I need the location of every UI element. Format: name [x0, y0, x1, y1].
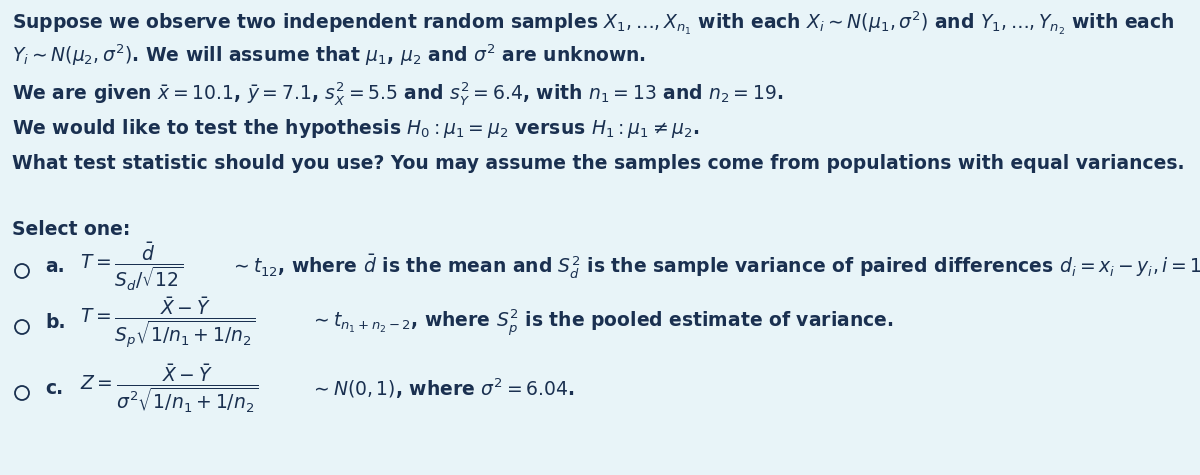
Text: We would like to test the hypothesis $H_0 : \mu_1 = \mu_2$ versus $H_1 : \mu_1 \: We would like to test the hypothesis $H_… [12, 117, 700, 140]
Text: $\sim N(0, 1)$, where $\sigma^2 = 6.04$.: $\sim N(0, 1)$, where $\sigma^2 = 6.04$. [310, 377, 575, 401]
Text: $T = \dfrac{\bar{X}-\bar{Y}}{S_p\sqrt{1/n_1+1/n_2}}$: $T = \dfrac{\bar{X}-\bar{Y}}{S_p\sqrt{1/… [80, 295, 256, 351]
Text: $\sim t_{n_1+n_2-2}$, where $S_p^2$ is the pooled estimate of variance.: $\sim t_{n_1+n_2-2}$, where $S_p^2$ is t… [310, 308, 894, 338]
Text: $Y_i \sim N(\mu_2, \sigma^2)$. We will assume that $\mu_1$, $\mu_2$ and $\sigma^: $Y_i \sim N(\mu_2, \sigma^2)$. We will a… [12, 43, 646, 68]
Text: b.: b. [46, 314, 66, 332]
Text: What test statistic should you use? You may assume the samples come from populat: What test statistic should you use? You … [12, 154, 1184, 173]
Text: Suppose we observe two independent random samples $X_1, \ldots, X_{n_1}$ with ea: Suppose we observe two independent rando… [12, 10, 1175, 37]
Text: Select one:: Select one: [12, 220, 131, 239]
Text: $T = \dfrac{\bar{d}}{S_d/\sqrt{12}}$: $T = \dfrac{\bar{d}}{S_d/\sqrt{12}}$ [80, 241, 184, 293]
Text: $Z = \dfrac{\bar{X}-\bar{Y}}{\sigma^2\sqrt{1/n_1+1/n_2}}$: $Z = \dfrac{\bar{X}-\bar{Y}}{\sigma^2\sq… [80, 363, 258, 415]
Text: c.: c. [46, 380, 64, 399]
Text: We are given $\bar{x} = 10.1$, $\bar{y} = 7.1$, $s_X^2 = 5.5$ and $s_Y^2 = 6.4$,: We are given $\bar{x} = 10.1$, $\bar{y} … [12, 80, 784, 107]
Text: a.: a. [46, 257, 65, 276]
Text: $\sim t_{12}$, where $\bar{d}$ is the mean and $S_d^2$ is the sample variance of: $\sim t_{12}$, where $\bar{d}$ is the me… [230, 253, 1200, 281]
